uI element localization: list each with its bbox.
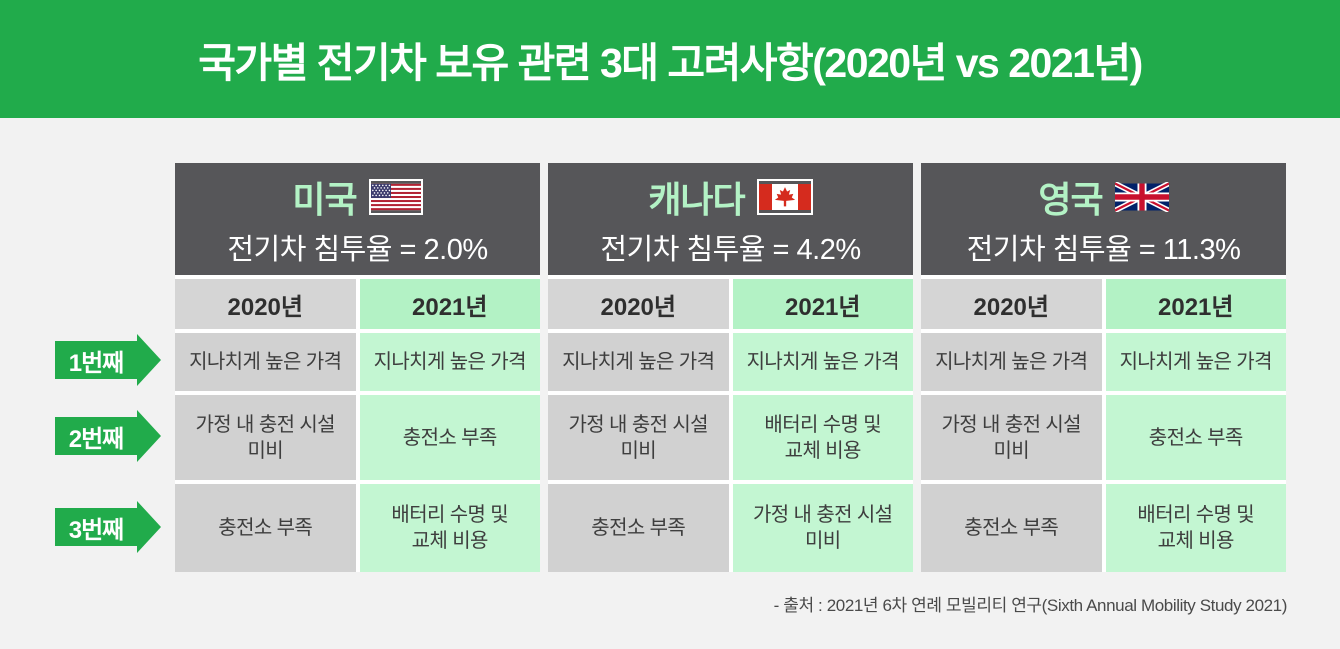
year-column-header-2020: 2020년 xyxy=(921,279,1102,329)
consideration-cell: 지나치게 높은 가격 xyxy=(175,333,356,391)
consideration-cell: 가정 내 충전 시설 미비 xyxy=(548,395,729,480)
uk-flag-icon xyxy=(1113,180,1170,213)
consideration-cell: 지나치게 높은 가격 xyxy=(921,333,1102,391)
us-flag-icon xyxy=(368,178,423,215)
country-header-usa: 미국 xyxy=(175,163,540,275)
penetration-rate: 전기차 침투율 = 11.3% xyxy=(966,233,1241,266)
consideration-cell: 충전소 부족 xyxy=(359,395,540,480)
consideration-cell: 충전소 부족 xyxy=(175,484,356,572)
consideration-cell: 배터리 수명 및 교체 비용 xyxy=(1105,484,1286,572)
penetration-rate: 전기차 침투율 = 2.0% xyxy=(227,233,488,266)
canada-flag-icon xyxy=(756,178,813,215)
rank-arrow-1: 1번째 xyxy=(55,334,161,386)
rank-arrow-label: 1번째 xyxy=(55,341,137,379)
rank-arrow-2: 2번째 xyxy=(55,410,161,462)
year-column-header-2020: 2020년 xyxy=(548,279,729,329)
year-column-header-2021: 2021년 xyxy=(1105,279,1286,329)
country-header-canada: 캐나다 전기차 침투율 = 4.2% xyxy=(548,163,913,275)
country-name: 영국 xyxy=(1038,178,1103,220)
source-note: - 출처 : 2021년 6차 연례 모빌리티 연구(Sixth Annual … xyxy=(773,596,1288,615)
country-name: 미국 xyxy=(292,178,357,220)
consideration-cell: 배터리 수명 및 교체 비용 xyxy=(732,395,913,480)
country-table-usa: 미국 xyxy=(175,163,540,572)
country-table-uk: 영국 전기차 침투율 = 11.3% 2020년 2021년 지나치게 높은 가… xyxy=(921,163,1286,572)
consideration-cell: 배터리 수명 및 교체 비용 xyxy=(359,484,540,572)
rank-arrow-label: 2번째 xyxy=(55,417,137,455)
arrow-right-icon xyxy=(137,410,161,462)
consideration-cell: 가정 내 충전 시설 미비 xyxy=(921,395,1102,480)
country-table-canada: 캐나다 전기차 침투율 = 4.2% 2020년 2021년 지나치게 높은 가… xyxy=(548,163,913,572)
year-column-header-2021: 2021년 xyxy=(732,279,913,329)
consideration-cell: 가정 내 충전 시설 미비 xyxy=(732,484,913,572)
consideration-cell: 지나치게 높은 가격 xyxy=(359,333,540,391)
country-name: 캐나다 xyxy=(648,178,745,220)
title-banner: 국가별 전기차 보유 관련 3대 고려사항(2020년 vs 2021년) xyxy=(0,0,1340,118)
rank-arrow-label: 3번째 xyxy=(55,508,137,546)
consideration-cell: 충전소 부족 xyxy=(1105,395,1286,480)
arrow-right-icon xyxy=(137,334,161,386)
page-title: 국가별 전기차 보유 관련 3대 고려사항(2020년 vs 2021년) xyxy=(198,40,1143,86)
consideration-cell: 충전소 부족 xyxy=(921,484,1102,572)
consideration-cell: 지나치게 높은 가격 xyxy=(548,333,729,391)
year-column-header-2020: 2020년 xyxy=(175,279,356,329)
country-header-uk: 영국 전기차 침투율 = 11.3% xyxy=(921,163,1286,275)
consideration-cell: 충전소 부족 xyxy=(548,484,729,572)
consideration-cell: 지나치게 높은 가격 xyxy=(732,333,913,391)
consideration-cell: 지나치게 높은 가격 xyxy=(1105,333,1286,391)
consideration-cell: 가정 내 충전 시설 미비 xyxy=(175,395,356,480)
year-column-header-2021: 2021년 xyxy=(359,279,540,329)
rank-arrow-3: 3번째 xyxy=(55,501,161,553)
penetration-rate: 전기차 침투율 = 4.2% xyxy=(600,233,861,266)
arrow-right-icon xyxy=(137,501,161,553)
